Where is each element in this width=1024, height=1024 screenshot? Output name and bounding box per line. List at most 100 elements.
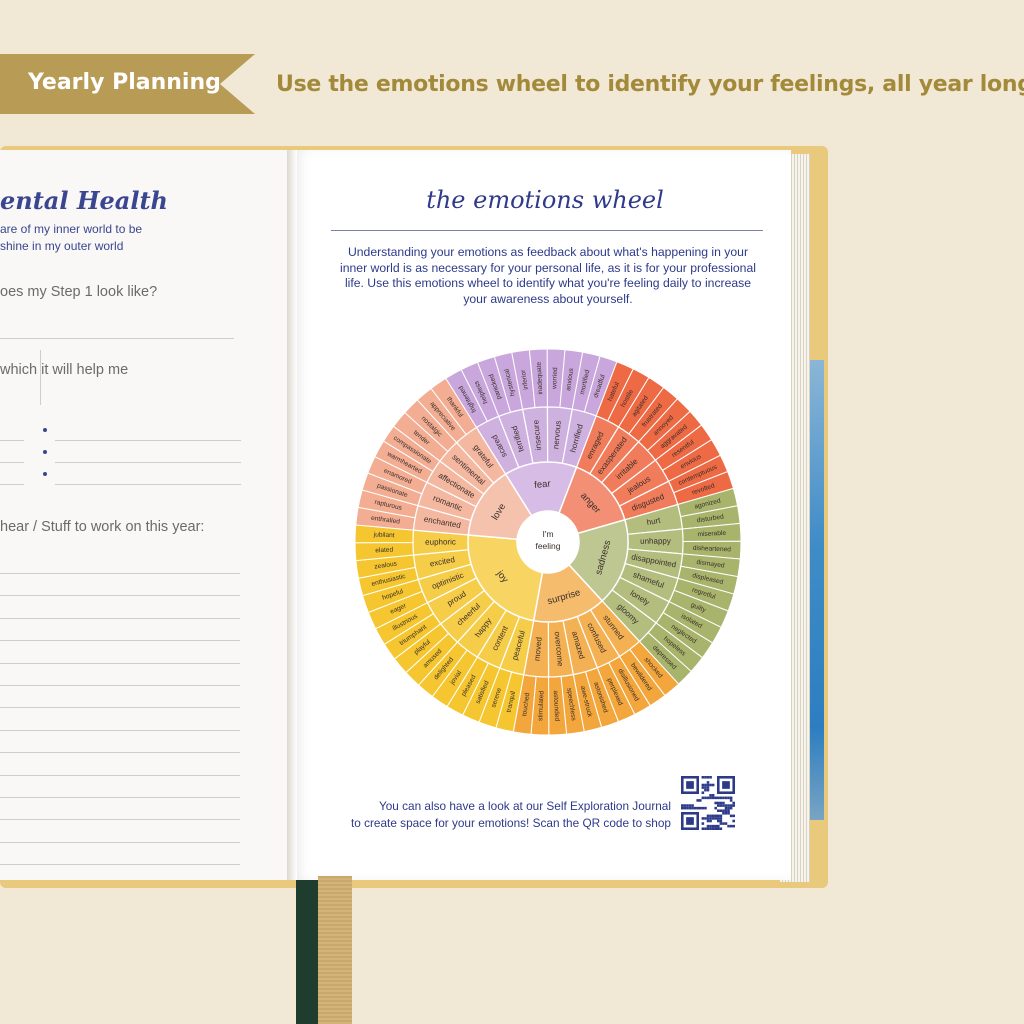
writing-line xyxy=(0,729,240,731)
qr-module xyxy=(724,812,728,815)
wheel-mid-label: nervous xyxy=(551,420,562,449)
qr-module xyxy=(709,814,712,818)
qr-module xyxy=(706,814,710,818)
wheel-outer-label: disheartened xyxy=(693,545,732,554)
qr-module xyxy=(717,817,720,820)
qr-module xyxy=(706,819,710,823)
qr-module xyxy=(722,781,730,789)
left-page-question: hear / Stuff to work on this year: xyxy=(0,519,205,535)
qr-module xyxy=(727,812,730,815)
qr-module xyxy=(704,817,707,820)
qr-module xyxy=(717,809,720,812)
writing-line xyxy=(55,462,241,463)
qr-module xyxy=(706,783,710,787)
banner-label: Yearly Planning xyxy=(28,70,221,95)
qr-module xyxy=(691,806,694,810)
qr-module xyxy=(704,783,707,787)
left-page xyxy=(0,150,292,880)
qr-module xyxy=(719,804,723,807)
qr-module xyxy=(714,814,717,818)
qr-module xyxy=(729,814,733,818)
qr-module xyxy=(701,776,705,779)
qr-module xyxy=(729,824,733,828)
wheel-outer-label: speechless xyxy=(565,688,577,722)
qr-module xyxy=(719,809,723,812)
writing-line xyxy=(0,484,24,485)
qr-module xyxy=(717,824,720,828)
qr-module xyxy=(727,809,730,812)
qr-module xyxy=(717,804,720,807)
qr-module xyxy=(727,806,730,810)
qr-module xyxy=(704,776,707,779)
qr-module xyxy=(706,817,710,820)
qr-module xyxy=(709,824,712,828)
writing-line xyxy=(0,797,240,798)
qr-module xyxy=(714,796,717,800)
wheel-center-label: I'm xyxy=(542,529,553,539)
qr-module xyxy=(719,827,723,830)
section-banner: Yearly Planning xyxy=(0,54,255,114)
wheel-outer-label: anxious xyxy=(565,367,575,391)
qr-code-icon[interactable] xyxy=(681,776,735,830)
qr-module xyxy=(709,783,712,787)
qr-module xyxy=(717,801,720,805)
wheel-center xyxy=(517,511,579,573)
wheel-mid-label: overcome xyxy=(553,631,565,667)
qr-module xyxy=(732,804,735,807)
qr-module xyxy=(696,799,699,802)
qr-module xyxy=(722,796,725,800)
qr-module xyxy=(709,794,712,797)
qr-module xyxy=(681,804,684,807)
qr-module xyxy=(711,796,715,800)
qr-module xyxy=(732,819,735,823)
writing-line xyxy=(55,440,241,441)
writing-line xyxy=(0,338,234,339)
wheel-outer-label: miserable xyxy=(697,530,726,538)
wheel-outer-label: astounded xyxy=(552,690,561,721)
qr-module xyxy=(717,814,720,818)
qr-module xyxy=(688,806,692,810)
writing-line xyxy=(0,595,240,597)
qr-module xyxy=(704,796,707,800)
qr-module xyxy=(701,827,705,830)
qr-module xyxy=(727,824,730,828)
qr-module xyxy=(711,783,715,787)
writing-line xyxy=(0,841,240,843)
qr-module xyxy=(706,827,710,830)
qr-module xyxy=(732,801,735,805)
wheel-outer-label: inadequate xyxy=(536,361,545,394)
wheel-outer-label: zealous xyxy=(374,560,398,570)
qr-module xyxy=(701,796,705,800)
intro-paragraph: Understanding your emotions as feedback … xyxy=(340,245,756,306)
qr-module xyxy=(717,827,720,830)
bullet-dot xyxy=(43,472,47,476)
wheel-core-label: fear xyxy=(534,479,551,492)
qr-module xyxy=(722,822,725,825)
qr-module xyxy=(704,786,707,789)
wheel-outer-label: jubilant xyxy=(373,531,395,539)
writing-line xyxy=(0,662,240,664)
qr-module xyxy=(719,814,723,818)
qr-module xyxy=(681,806,684,810)
qr-module xyxy=(691,804,694,807)
qr-module xyxy=(722,812,725,815)
qr-module xyxy=(714,801,717,805)
qr-module xyxy=(706,824,710,828)
qr-module xyxy=(709,817,712,820)
qr-module xyxy=(706,776,710,779)
qr-module xyxy=(729,796,733,800)
qr-module xyxy=(724,806,728,810)
tagline: Use the emotions wheel to identify your … xyxy=(276,72,1024,97)
writing-line xyxy=(0,617,240,619)
qr-module xyxy=(704,788,707,792)
qr-module xyxy=(709,827,712,830)
qr-module xyxy=(683,804,687,807)
banner-ribbon-shape xyxy=(0,54,255,114)
writing-line xyxy=(0,707,240,709)
left-page-subtitle: shine in my outer world xyxy=(0,239,124,253)
writing-line xyxy=(0,774,240,776)
writing-line xyxy=(0,685,240,686)
qr-module xyxy=(701,786,705,789)
qr-module xyxy=(727,804,730,807)
